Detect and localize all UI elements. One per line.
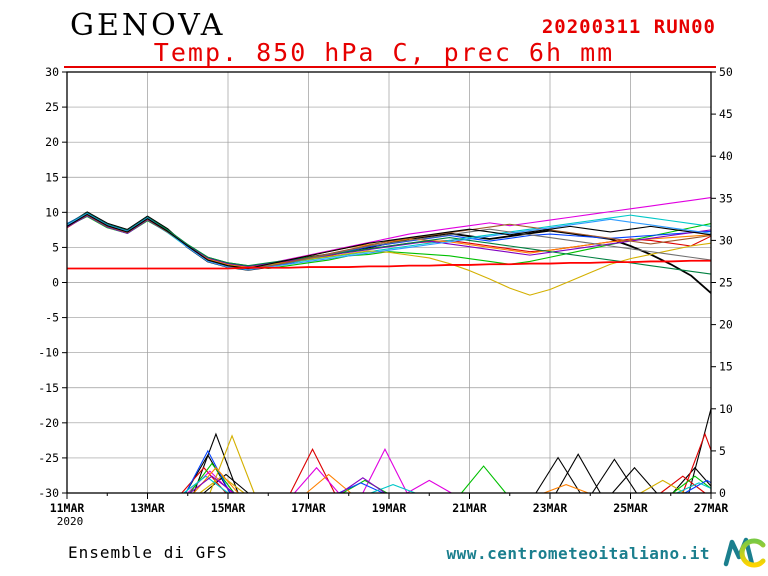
svg-text:30: 30 bbox=[719, 233, 733, 247]
svg-text:45: 45 bbox=[719, 107, 733, 121]
svg-text:10: 10 bbox=[45, 205, 59, 219]
run-label: 20200311 RUN00 bbox=[541, 16, 716, 38]
svg-text:10: 10 bbox=[719, 402, 733, 416]
svg-text:21MAR: 21MAR bbox=[452, 501, 487, 515]
svg-text:11MAR: 11MAR bbox=[50, 501, 85, 515]
svg-text:19MAR: 19MAR bbox=[372, 501, 407, 515]
svg-text:40: 40 bbox=[719, 149, 733, 163]
svg-text:17MAR: 17MAR bbox=[291, 501, 326, 515]
svg-text:0: 0 bbox=[52, 276, 59, 290]
svg-text:25: 25 bbox=[719, 276, 733, 290]
svg-text:23MAR: 23MAR bbox=[533, 501, 568, 515]
svg-text:13MAR: 13MAR bbox=[130, 501, 165, 515]
svg-text:-20: -20 bbox=[38, 416, 59, 430]
title-underline bbox=[64, 66, 716, 68]
svg-text:20: 20 bbox=[45, 135, 59, 149]
model-label: Ensemble di GFS bbox=[68, 543, 228, 562]
svg-text:5: 5 bbox=[719, 444, 726, 458]
svg-text:15: 15 bbox=[45, 170, 59, 184]
svg-text:-30: -30 bbox=[38, 486, 59, 500]
station-name: GENOVA bbox=[70, 8, 226, 43]
svg-text:15: 15 bbox=[719, 360, 733, 374]
svg-text:0: 0 bbox=[719, 486, 726, 500]
svg-text:-15: -15 bbox=[38, 381, 59, 395]
svg-text:15MAR: 15MAR bbox=[211, 501, 246, 515]
centrometeo-logo-icon bbox=[723, 537, 766, 568]
svg-text:-25: -25 bbox=[38, 451, 59, 465]
svg-text:50: 50 bbox=[719, 65, 733, 79]
svg-text:25: 25 bbox=[45, 100, 59, 114]
svg-text:27MAR: 27MAR bbox=[694, 501, 729, 515]
svg-text:-10: -10 bbox=[38, 346, 59, 360]
svg-text:30: 30 bbox=[45, 65, 59, 79]
svg-text:-5: -5 bbox=[45, 311, 59, 325]
website-link[interactable]: www.centrometeoitaliano.it bbox=[446, 544, 710, 563]
svg-text:2020: 2020 bbox=[57, 515, 84, 528]
svg-text:25MAR: 25MAR bbox=[613, 501, 648, 515]
chart-title: Temp. 850 hPa C, prec 6h mm bbox=[153, 38, 615, 67]
svg-text:20: 20 bbox=[719, 318, 733, 332]
svg-text:5: 5 bbox=[52, 240, 59, 254]
svg-text:35: 35 bbox=[719, 191, 733, 205]
